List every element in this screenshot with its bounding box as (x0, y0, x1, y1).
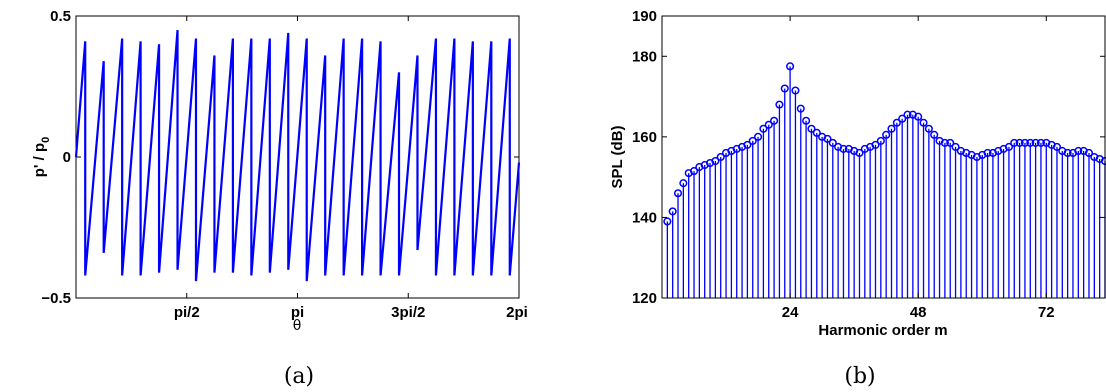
panel-a-ytick-label: 0.5 (50, 8, 71, 25)
panel-b-marker (668, 207, 677, 216)
panel-b-marker (951, 142, 960, 151)
panel-a-caption: (a) (284, 364, 314, 389)
panel-b-marker (828, 138, 837, 147)
panel-b-marker (764, 120, 773, 129)
panel-a-xtick-label: 2pi (506, 304, 528, 321)
panel-b-marker (903, 110, 912, 119)
panel-b: 24 48 72 120 140 160 180 190 Harmonic order m S… (609, 8, 1106, 389)
panel-b-marker (770, 116, 779, 125)
panel-a-ylabel: p' / p0 (31, 137, 52, 178)
panel-b-marker (1010, 138, 1019, 147)
panel-b-marker (855, 148, 864, 158)
panel-b-marker (807, 124, 816, 133)
panel-a-xtick-label: 3pi/2 (391, 304, 425, 321)
panel-b-xlabel: Harmonic order m (818, 322, 947, 339)
panel-b-marker (673, 189, 683, 198)
panel-b-marker (689, 167, 699, 176)
panel-a-ytick-label: 0 (63, 149, 71, 166)
panel-b-marker (1036, 138, 1046, 147)
panel-b-marker (1020, 138, 1029, 147)
panel-b-marker (812, 128, 821, 137)
panel-b-marker (823, 134, 832, 143)
panel-a-ytick-label: −0.5 (41, 290, 71, 307)
panel-b-marker (930, 130, 939, 139)
panel-b-xtick-label: 24 (782, 304, 799, 321)
panel-b-marker (1084, 148, 1094, 158)
panel-b-marker (802, 116, 811, 125)
panel-b-marker (786, 62, 795, 71)
panel-b-marker (780, 84, 789, 93)
panel-b-marker (919, 118, 928, 127)
panel-b-marker (754, 132, 763, 141)
panel-b-marker (663, 217, 672, 226)
panel-a-xtick-label: pi/2 (174, 304, 200, 321)
panel-b-marker (924, 124, 933, 133)
panel-b-marker (711, 156, 720, 166)
panel-b-ytick-label: 160 (632, 129, 657, 146)
panel-b-frame (661, 15, 1106, 299)
panel-b-marker (946, 138, 955, 147)
panel-b-stems (663, 62, 1106, 298)
panel-b-marker (898, 114, 907, 123)
panel-b-ytick-label: 180 (632, 48, 657, 65)
panel-b-marker (892, 118, 901, 127)
panel-b-ticks: 24 48 72 120 140 160 180 190 (632, 8, 1105, 321)
panel-b-marker (1015, 138, 1024, 147)
panel-b-marker (839, 144, 848, 153)
panel-b-marker (1031, 138, 1040, 147)
panel-b-marker (914, 112, 923, 121)
panel-b-marker (791, 86, 800, 95)
panel-b-plot-area (662, 16, 1105, 298)
panel-b-marker (796, 104, 805, 113)
panel-b-marker (1063, 148, 1072, 158)
panel-b-ytick-label: 120 (632, 290, 657, 307)
panel-b-marker (1004, 142, 1013, 151)
panel-b-marker (1026, 138, 1035, 147)
panel-b-marker (716, 152, 725, 162)
panel-b-marker (940, 138, 949, 147)
panel-b-marker (871, 140, 880, 149)
panel-a-xlabel: θ (293, 318, 302, 334)
panel-a-xtick-label: pi (291, 304, 304, 321)
panel-b-marker (882, 130, 891, 139)
panel-b-marker (759, 124, 768, 133)
panel-b-ylabel: SPL (dB) (609, 125, 626, 188)
panel-b-marker (1052, 142, 1062, 151)
panel-a: pi/2 pi 3pi/2 2pi −0.5 0 0.5 θ p' / p0 (a) (31, 8, 528, 389)
panel-b-marker (775, 100, 784, 109)
panel-b-marker (983, 148, 992, 158)
panel-b-marker (887, 124, 896, 133)
panel-b-xtick-label: 72 (1038, 304, 1055, 321)
panel-b-caption: (b) (844, 364, 875, 389)
panel-a-waveform-line (74, 30, 521, 282)
panel-b-marker (679, 179, 688, 188)
panel-b-marker (748, 136, 757, 145)
panel-b-marker (743, 140, 752, 149)
panel-b-ytick-label: 140 (632, 209, 657, 226)
panel-b-xtick-label: 48 (910, 304, 927, 321)
panel-b-ytick-label: 190 (632, 8, 657, 25)
panel-b-marker (876, 136, 885, 145)
panel-b-marker (1074, 146, 1083, 156)
